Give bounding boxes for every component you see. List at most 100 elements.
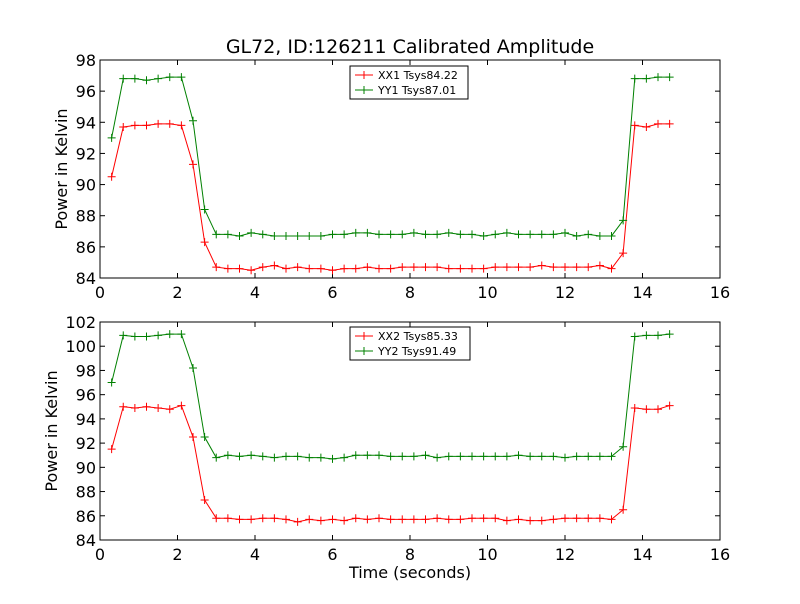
data-point (595, 261, 604, 270)
data-point (619, 216, 628, 225)
x-tick-label: 4 (250, 545, 260, 564)
legend-box (349, 65, 469, 100)
x-tick-label: 0 (95, 545, 105, 564)
data-point (537, 230, 546, 239)
data-point (502, 228, 511, 237)
data-point (561, 514, 569, 523)
y-tick-label: 84 (76, 531, 96, 550)
data-point (398, 230, 407, 239)
data-point (316, 516, 325, 525)
data-point (351, 514, 360, 523)
legend-box (349, 326, 471, 361)
y-tick-label: 94 (76, 410, 96, 429)
data-point (619, 249, 628, 258)
data-point (282, 231, 290, 240)
y-axis-label: Power in Kelvin (42, 370, 61, 491)
data-point (328, 230, 337, 239)
x-tick-label: 10 (477, 545, 497, 564)
data-point (526, 516, 535, 525)
data-point (189, 160, 197, 169)
data-point (130, 121, 139, 130)
data-point (526, 263, 535, 272)
data-point (258, 263, 267, 272)
data-point (479, 231, 488, 240)
data-point (549, 263, 558, 272)
data-point (142, 121, 151, 130)
data-point (235, 264, 244, 273)
data-point (247, 451, 256, 460)
data-point (619, 442, 628, 451)
data-point (444, 515, 453, 524)
y-tick-label: 92 (76, 434, 96, 453)
data-point (270, 514, 279, 523)
data-point (340, 264, 349, 273)
data-point (468, 452, 476, 461)
y-tick-label: 96 (76, 82, 96, 101)
data-point (526, 452, 535, 461)
data-point (177, 73, 186, 82)
x-tick-label: 6 (327, 283, 337, 302)
data-point (177, 401, 186, 410)
series-line-1 (111, 404, 670, 523)
data-point (491, 230, 500, 239)
data-point (328, 454, 337, 463)
x-tick-label: 6 (327, 545, 337, 564)
data-point (165, 73, 174, 82)
data-point (665, 119, 674, 128)
data-point (642, 331, 651, 340)
data-point (421, 515, 430, 524)
data-point (363, 451, 372, 460)
data-point (444, 228, 453, 237)
data-point (526, 230, 535, 239)
data-point (409, 452, 418, 461)
data-point (212, 263, 221, 272)
data-point (433, 263, 442, 272)
data-point (200, 496, 209, 505)
y-tick-label: 86 (76, 507, 96, 526)
data-point (154, 331, 163, 340)
data-point (421, 451, 430, 460)
data-point (363, 228, 372, 237)
data-point (607, 515, 616, 524)
x-tick-label: 12 (555, 545, 575, 564)
data-point (386, 264, 395, 273)
data-point (409, 263, 418, 272)
data-point (316, 453, 325, 462)
data-point (630, 74, 639, 83)
legend-entry-2: YY2 Tsys91.49 (377, 345, 456, 358)
data-point (119, 402, 128, 411)
data-point (665, 330, 674, 339)
data-point (119, 74, 128, 83)
legend-entry-1: XX2 Tsys85.33 (378, 330, 458, 343)
data-point (119, 331, 128, 340)
y-tick-label: 88 (76, 483, 96, 502)
data-point (502, 516, 511, 525)
data-point (375, 514, 383, 523)
data-point (561, 263, 569, 272)
data-point (282, 452, 290, 461)
x-tick-label: 4 (250, 283, 260, 302)
data-point (456, 264, 465, 273)
data-point (572, 514, 581, 523)
data-point (293, 452, 302, 461)
data-point (549, 515, 558, 524)
x-tick-label: 2 (172, 545, 182, 564)
data-point (468, 230, 476, 239)
data-point (189, 116, 197, 125)
y-tick-label: 96 (76, 386, 96, 405)
data-point (316, 231, 325, 240)
data-point (444, 264, 453, 273)
data-point (119, 122, 128, 131)
data-point (561, 228, 569, 237)
data-point (235, 515, 244, 524)
data-point (293, 517, 302, 526)
series-line-2 (111, 76, 670, 237)
data-point (363, 263, 372, 272)
data-point (561, 453, 569, 462)
data-point (456, 452, 465, 461)
data-point (607, 452, 616, 461)
y-axis-label: Power in Kelvin (52, 108, 71, 229)
data-point (491, 514, 500, 523)
data-point (572, 231, 581, 240)
